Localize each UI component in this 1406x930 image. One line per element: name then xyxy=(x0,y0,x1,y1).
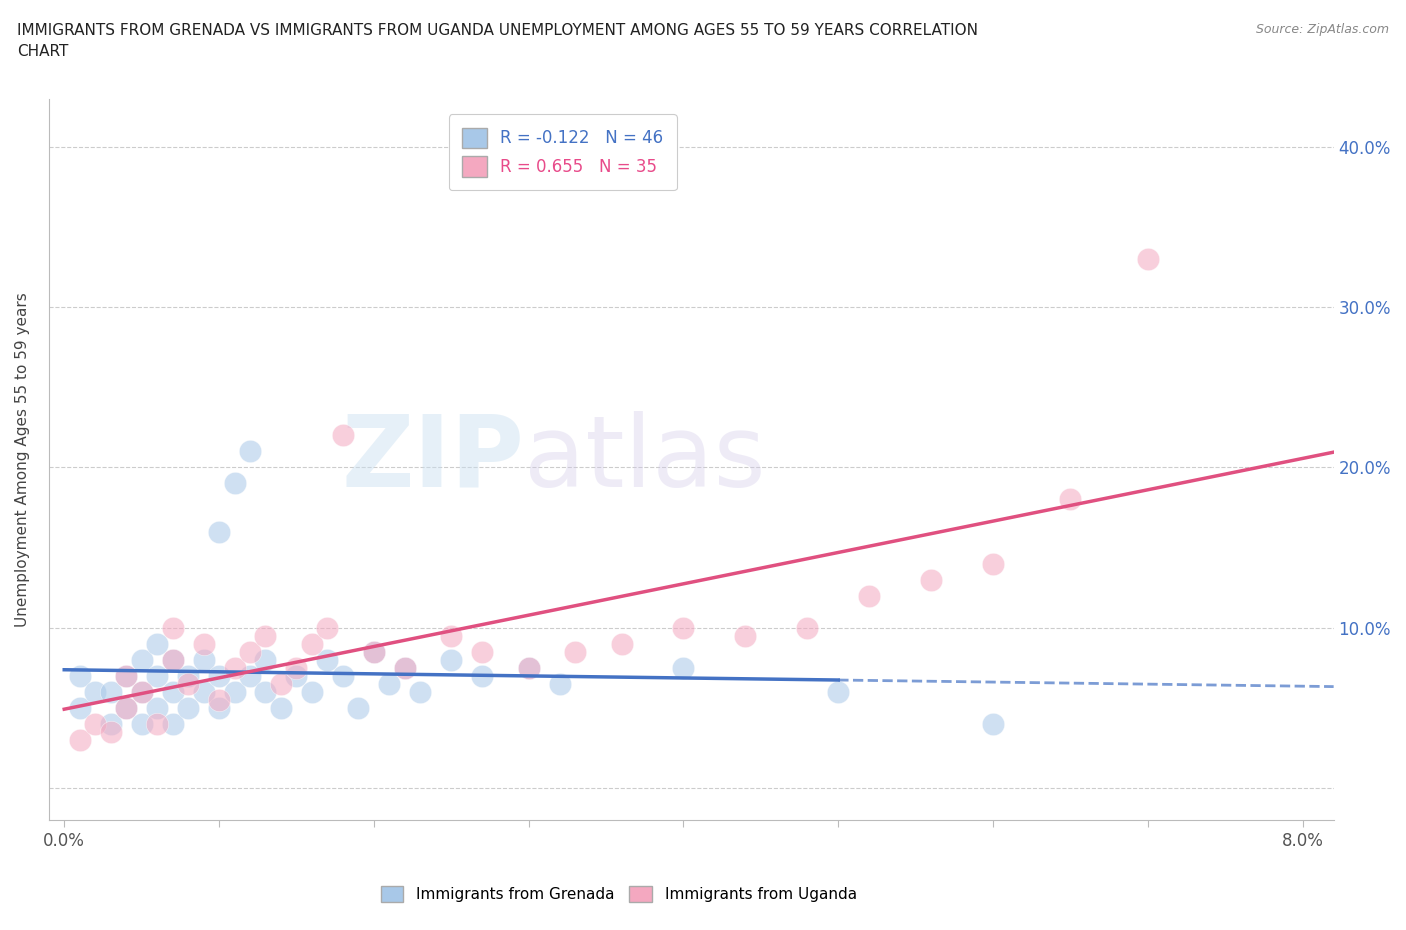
Point xyxy=(672,620,695,635)
Point xyxy=(981,556,1004,571)
Point xyxy=(285,660,308,675)
Point xyxy=(208,525,231,539)
Point xyxy=(208,693,231,708)
Text: ZIP: ZIP xyxy=(342,411,524,508)
Point xyxy=(734,629,756,644)
Point xyxy=(208,700,231,715)
Point xyxy=(84,716,107,731)
Point xyxy=(548,676,571,691)
Y-axis label: Unemployment Among Ages 55 to 59 years: Unemployment Among Ages 55 to 59 years xyxy=(15,292,30,627)
Point xyxy=(254,629,277,644)
Point xyxy=(193,684,215,699)
Point xyxy=(146,636,169,651)
Point xyxy=(285,669,308,684)
Point xyxy=(131,716,153,731)
Point xyxy=(347,700,370,715)
Point xyxy=(796,620,818,635)
Point xyxy=(239,669,262,684)
Point xyxy=(363,644,385,659)
Point xyxy=(100,716,122,731)
Point xyxy=(131,684,153,699)
Point xyxy=(162,716,184,731)
Point xyxy=(69,733,91,748)
Point xyxy=(254,684,277,699)
Point xyxy=(239,644,262,659)
Point xyxy=(162,652,184,667)
Point xyxy=(827,684,849,699)
Point xyxy=(100,684,122,699)
Point xyxy=(394,660,416,675)
Point xyxy=(517,660,540,675)
Point xyxy=(471,644,494,659)
Point xyxy=(115,669,138,684)
Point xyxy=(517,660,540,675)
Point xyxy=(394,660,416,675)
Text: Source: ZipAtlas.com: Source: ZipAtlas.com xyxy=(1256,23,1389,36)
Point xyxy=(239,444,262,458)
Point xyxy=(301,636,323,651)
Point xyxy=(177,676,200,691)
Point xyxy=(270,700,292,715)
Point xyxy=(162,620,184,635)
Point xyxy=(162,652,184,667)
Text: atlas: atlas xyxy=(524,411,766,508)
Text: IMMIGRANTS FROM GRENADA VS IMMIGRANTS FROM UGANDA UNEMPLOYMENT AMONG AGES 55 TO : IMMIGRANTS FROM GRENADA VS IMMIGRANTS FR… xyxy=(17,23,977,60)
Point xyxy=(471,669,494,684)
Point xyxy=(409,684,432,699)
Point xyxy=(177,700,200,715)
Point xyxy=(440,652,463,667)
Point xyxy=(564,644,586,659)
Point xyxy=(920,572,942,587)
Point xyxy=(131,684,153,699)
Point xyxy=(146,716,169,731)
Point xyxy=(224,476,246,491)
Point xyxy=(69,669,91,684)
Point xyxy=(69,700,91,715)
Point xyxy=(254,652,277,667)
Point xyxy=(193,652,215,667)
Point xyxy=(981,716,1004,731)
Point xyxy=(84,684,107,699)
Point xyxy=(332,428,354,443)
Point xyxy=(115,700,138,715)
Point xyxy=(363,644,385,659)
Point xyxy=(162,684,184,699)
Point xyxy=(440,629,463,644)
Point xyxy=(115,700,138,715)
Point xyxy=(316,620,339,635)
Point xyxy=(224,684,246,699)
Point xyxy=(1136,252,1159,267)
Point xyxy=(270,676,292,691)
Point xyxy=(858,588,880,603)
Point xyxy=(1059,492,1081,507)
Point xyxy=(208,669,231,684)
Point xyxy=(378,676,401,691)
Point xyxy=(146,700,169,715)
Point xyxy=(301,684,323,699)
Point xyxy=(193,636,215,651)
Point xyxy=(610,636,633,651)
Legend: Immigrants from Grenada, Immigrants from Uganda: Immigrants from Grenada, Immigrants from… xyxy=(374,880,863,909)
Point xyxy=(146,669,169,684)
Point xyxy=(100,724,122,739)
Legend: R = -0.122   N = 46, R = 0.655   N = 35: R = -0.122 N = 46, R = 0.655 N = 35 xyxy=(449,114,676,190)
Point xyxy=(115,669,138,684)
Point xyxy=(131,652,153,667)
Point xyxy=(177,669,200,684)
Point xyxy=(332,669,354,684)
Point xyxy=(316,652,339,667)
Point xyxy=(672,660,695,675)
Point xyxy=(224,660,246,675)
